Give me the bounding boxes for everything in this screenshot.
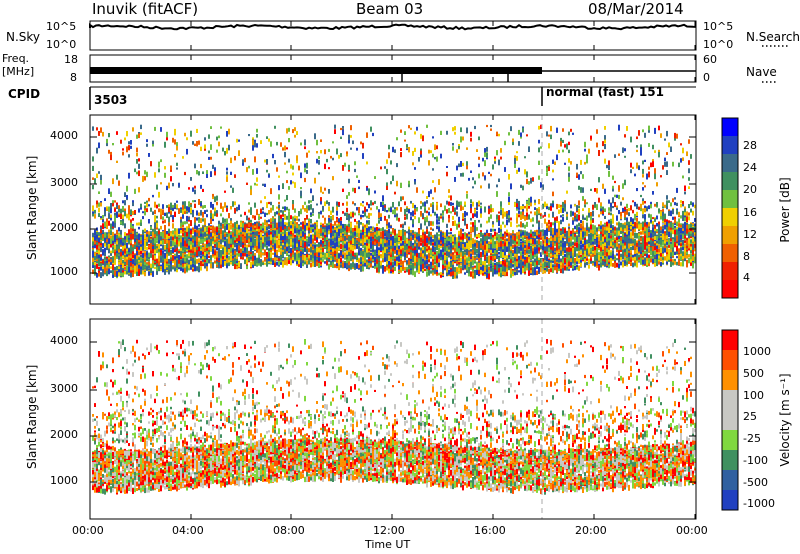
nave-tick-bottom: 0 — [703, 72, 710, 83]
velocity-heatmap — [92, 339, 696, 495]
freq-tick-top: 18 — [64, 54, 78, 65]
radar-title: Inuvik (fitACF) — [92, 2, 198, 17]
nsky-panel — [89, 20, 697, 51]
power-ylabel: Slant Range [km] — [25, 156, 39, 260]
xtick-0400: 04:00 — [172, 525, 204, 536]
power-cbar-20: 20 — [743, 184, 757, 195]
freq-panel — [89, 54, 697, 83]
freq-bar — [90, 67, 542, 74]
nsearch-tick-top: 10^5 — [703, 21, 733, 32]
velocity-ytick-2000: 2000 — [50, 429, 78, 440]
vel-cbar-1000: 1000 — [743, 346, 771, 357]
power-cbar-24: 24 — [743, 162, 757, 173]
axis-ticks — [89, 21, 696, 519]
power-cbar-4: 4 — [743, 272, 750, 283]
velocity-ytick-4000: 4000 — [50, 335, 78, 346]
freq-label: Freq. — [2, 53, 29, 64]
cpid-left-value: 3503 — [94, 94, 127, 106]
nsearch-tick-bottom: 10^0 — [703, 39, 733, 50]
power-colorbar — [721, 117, 739, 299]
velocity-panel — [89, 318, 697, 520]
velocity-ylabel: Slant Range [km] — [25, 365, 39, 469]
power-ytick-2000: 2000 — [50, 222, 78, 233]
xtick-2400: 00:00 — [676, 525, 708, 536]
power-cbar-28: 28 — [743, 140, 757, 151]
freq-tick-bottom: 8 — [70, 72, 77, 83]
xtick-1600: 16:00 — [474, 525, 506, 536]
power-panel — [89, 114, 697, 305]
xlabel: Time UT — [365, 539, 410, 550]
nsearch-label: N.Search — [746, 31, 800, 43]
power-ytick-4000: 4000 — [50, 130, 78, 141]
vel-cbar-25: 25 — [743, 411, 757, 422]
velocity-ytick-3000: 3000 — [50, 383, 78, 394]
vel-cbar-m100: -100 — [743, 455, 768, 466]
velocity-colorbar — [721, 329, 739, 511]
power-cbar-12: 12 — [743, 229, 757, 240]
nsky-tick-top: 10^5 — [46, 21, 76, 32]
power-ytick-1000: 1000 — [50, 266, 78, 277]
xtick-0800: 08:00 — [273, 525, 305, 536]
vel-cbar-m500: -500 — [743, 477, 768, 488]
cpid-label: CPID — [8, 88, 40, 100]
date-title: 08/Mar/2014 — [588, 2, 684, 17]
vel-cbar-m1000: -1000 — [743, 498, 775, 509]
cpid-right-value: normal (fast) 151 — [546, 86, 664, 98]
power-heatmap — [92, 124, 696, 280]
freq-unit: [MHz] — [2, 66, 34, 77]
vel-cbar-m25: -25 — [743, 433, 761, 444]
vel-cbar-100: 100 — [743, 390, 764, 401]
nsky-tick-bottom: 10^0 — [46, 39, 76, 50]
power-cbar-8: 8 — [743, 251, 750, 262]
xtick-2000: 20:00 — [575, 525, 607, 536]
power-cbar-16: 16 — [743, 207, 757, 218]
cpid-panel — [89, 86, 696, 110]
velocity-ytick-1000: 1000 — [50, 475, 78, 486]
nsky-trace — [89, 23, 697, 31]
nave-label: Nave — [746, 66, 777, 78]
vel-cbar-500: 500 — [743, 368, 764, 379]
power-ytick-3000: 3000 — [50, 177, 78, 188]
nave-tick-top: 60 — [703, 54, 717, 65]
power-cbar-title: Power [dB] — [778, 165, 792, 255]
velocity-cbar-title: Velocity [m s⁻¹] — [778, 370, 792, 470]
beam-title: Beam 03 — [356, 2, 423, 17]
nsky-label: N.Sky — [6, 31, 40, 43]
xtick-1200: 12:00 — [373, 525, 405, 536]
xtick-0000: 00:00 — [72, 525, 104, 536]
